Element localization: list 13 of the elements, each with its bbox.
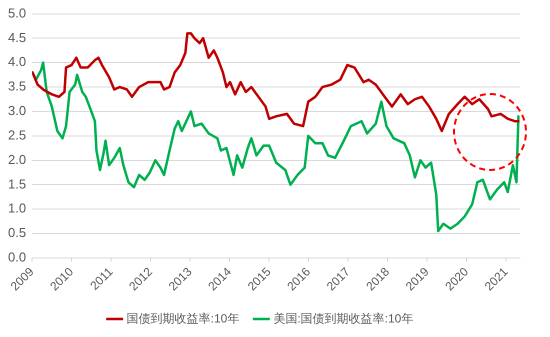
y-tick-label: 4.5 — [8, 30, 26, 45]
y-tick-label: 1.5 — [8, 176, 26, 192]
y-tick-label: 4.0 — [8, 54, 26, 70]
y-tick-label: 1.0 — [8, 200, 26, 216]
y-tick-label: 2.0 — [8, 152, 26, 167]
y-tick-label: 0.5 — [8, 225, 26, 240]
legend-label: 国债到期收益率:10年 — [126, 311, 240, 326]
y-tick-label: 3.0 — [8, 103, 26, 118]
y-tick-label: 5.0 — [8, 5, 26, 20]
y-tick-label: 0.0 — [8, 250, 26, 265]
legend-label: 美国:国债到期收益率:10年 — [273, 311, 414, 326]
y-tick-label: 2.5 — [8, 127, 26, 142]
y-tick-label: 3.5 — [8, 78, 26, 94]
